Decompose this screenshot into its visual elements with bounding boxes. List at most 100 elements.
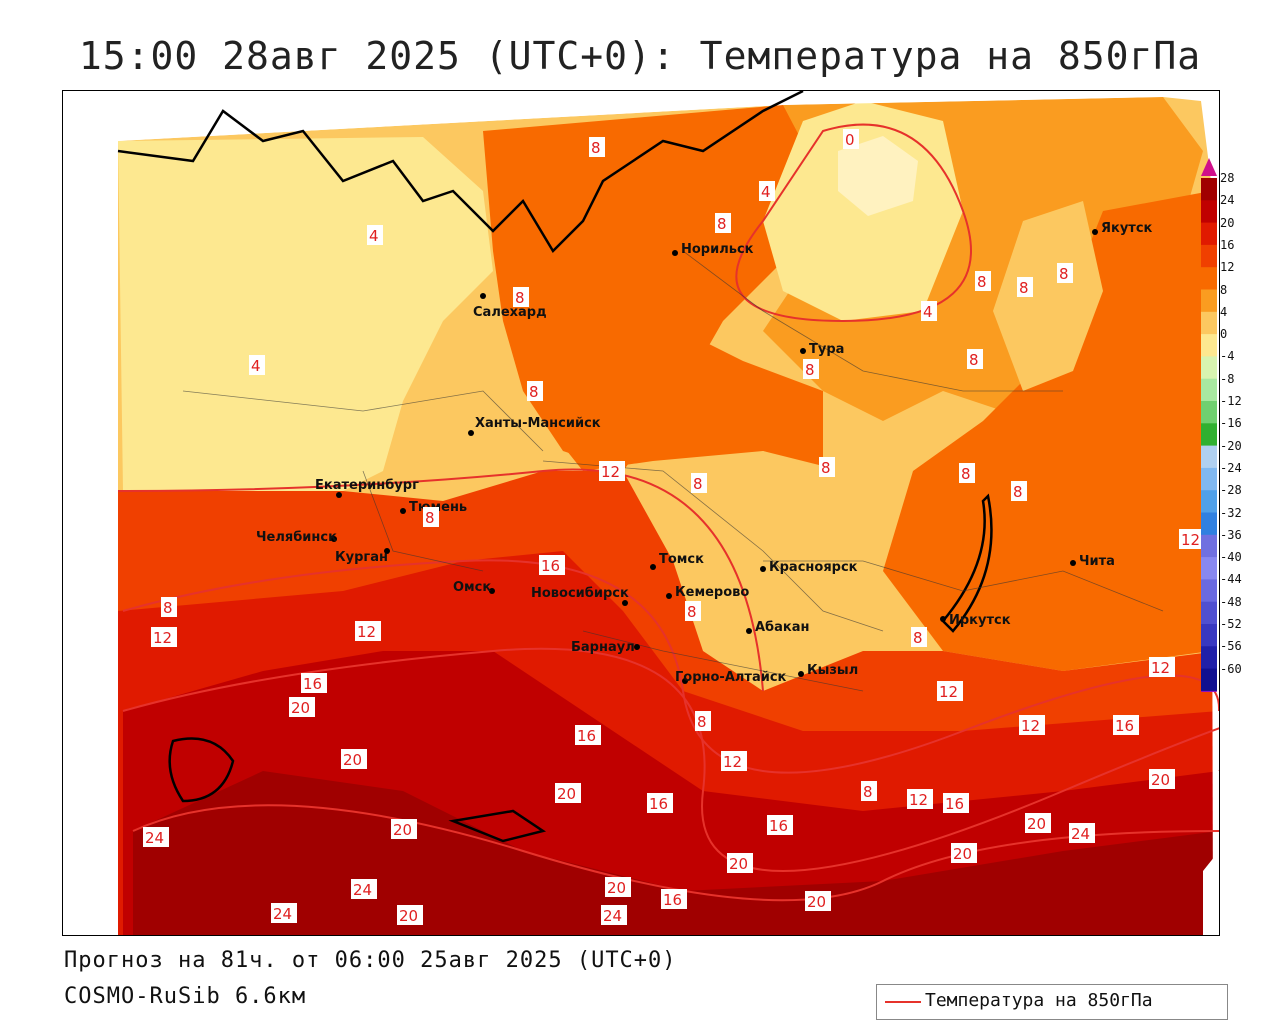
svg-text:8: 8 [163, 599, 173, 617]
svg-text:20: 20 [291, 699, 310, 717]
svg-text:Барнаул: Барнаул [571, 640, 635, 655]
svg-text:12: 12 [939, 683, 958, 701]
svg-text:4: 4 [369, 227, 379, 245]
colorbar-swatch [1201, 356, 1217, 380]
isotherm-label-20: 20 [1149, 769, 1175, 789]
map-title: 15:00 28авг 2025 (UTC+0): Температура на… [78, 34, 1202, 78]
svg-text:Екатеринбург: Екатеринбург [315, 478, 419, 493]
colorbar-swatch [1201, 445, 1217, 469]
colorbar-swatch [1201, 557, 1217, 580]
svg-text:8: 8 [1059, 265, 1069, 283]
isotherm-label-20: 20 [341, 749, 367, 769]
coastlines [117, 91, 993, 843]
svg-text:8: 8 [515, 289, 525, 307]
svg-text:8: 8 [591, 139, 601, 157]
colorbar-swatch [1201, 512, 1217, 536]
colorbar-swatch [1201, 467, 1217, 491]
colorbar-tick-label: 28 [1220, 171, 1235, 185]
isotherm-label-16: 16 [767, 815, 793, 835]
colorbar-top-arrow [1201, 158, 1217, 176]
isotherm-label-20: 20 [289, 697, 315, 717]
svg-text:20: 20 [607, 879, 626, 897]
svg-text:24: 24 [1071, 825, 1090, 843]
svg-text:Новосибирск: Новосибирск [531, 586, 629, 601]
colorbar-swatch [1201, 579, 1217, 603]
colorbar-tick-label: -4 [1220, 349, 1235, 364]
legend-label: Температура на 850гПа [925, 990, 1153, 1011]
colorbar-tick-label: -20 [1220, 438, 1242, 453]
svg-text:8: 8 [425, 509, 435, 527]
svg-text:4: 4 [251, 357, 261, 375]
svg-text:Якутск: Якутск [1101, 221, 1153, 236]
svg-text:20: 20 [557, 785, 576, 803]
city-barnaul: Барнаул [571, 640, 640, 655]
svg-text:8: 8 [977, 273, 987, 291]
svg-text:16: 16 [303, 675, 322, 693]
isotherm-label-8: 8 [161, 597, 177, 617]
svg-text:24: 24 [353, 881, 372, 899]
map-legend: Температура на 850гПа [876, 984, 1228, 1020]
isotherm-label-8: 8 [819, 457, 835, 477]
svg-text:12: 12 [1151, 659, 1170, 677]
svg-text:16: 16 [541, 557, 560, 575]
city-kemerovo: Кемерово [666, 585, 749, 600]
isotherm-label-8: 8 [911, 627, 927, 647]
svg-text:20: 20 [729, 855, 748, 873]
city-tomsk: Томск [650, 552, 704, 570]
isotherm-label-16: 16 [943, 793, 969, 813]
svg-text:Кемерово: Кемерово [675, 585, 749, 600]
isotherm-label-8: 8 [589, 137, 605, 157]
isotherm-value-labels: 0 4 4 4 4 8 8 8 8 8 8 8 8 8 8 8 8 8 8 8 … [143, 129, 1205, 925]
isotherm-label-12: 12 [1179, 529, 1205, 549]
zone-12-central [543, 321, 823, 471]
isotherm-label-4: 4 [921, 301, 937, 321]
isotherm-label-4: 4 [367, 225, 383, 245]
city-chelyabinsk: Челябинск [256, 530, 337, 545]
svg-text:12: 12 [1181, 531, 1200, 549]
svg-text:Норильск: Норильск [681, 242, 754, 257]
city-yakutsk: Якутск [1092, 221, 1153, 236]
zone-8-krasnoyarsk [653, 451, 883, 691]
isotherm-label-8: 8 [967, 349, 983, 369]
isotherm-label-12: 12 [355, 621, 381, 641]
map-canvas: Норильск Якутск Салехард Тура Ханты-Манс… [63, 91, 1219, 935]
city-kurgan: Курган [335, 548, 390, 565]
isotherm-label-12: 12 [1149, 657, 1175, 677]
svg-text:16: 16 [769, 817, 788, 835]
isotherm-label-8: 8 [1057, 263, 1073, 283]
colorbar-tick-label: 12 [1220, 260, 1235, 275]
colorbar-ramp [1201, 158, 1217, 692]
colorbar-tick-label: -60 [1220, 661, 1242, 676]
isotherm-label-24: 24 [271, 903, 297, 923]
colorbar-tick-label: -32 [1220, 505, 1242, 520]
svg-text:Иркутск: Иркутск [949, 613, 1011, 628]
isotherm-label-24: 24 [601, 905, 627, 925]
isotherm-label-8: 8 [1017, 277, 1033, 297]
isotherm-label-4: 4 [759, 181, 775, 201]
svg-text:16: 16 [1115, 717, 1134, 735]
isotherm-label-12: 12 [937, 681, 963, 701]
isotherm-label-16: 16 [539, 555, 565, 575]
svg-text:4: 4 [923, 303, 933, 321]
svg-text:12: 12 [601, 463, 620, 481]
isotherm-label-8: 8 [861, 781, 877, 801]
svg-text:16: 16 [945, 795, 964, 813]
svg-text:Салехард: Салехард [473, 305, 547, 320]
isotherm-label-8: 8 [715, 213, 731, 233]
svg-text:12: 12 [909, 791, 928, 809]
colorbar-tick-label: -12 [1220, 394, 1242, 408]
colorbar-tick-label: -16 [1220, 416, 1242, 431]
colorbar-swatch [1201, 200, 1217, 224]
outside-west [63, 91, 118, 935]
svg-text:Горно-Алтайск: Горно-Алтайск [675, 670, 787, 685]
isotherm-label-16: 16 [1113, 715, 1139, 735]
svg-text:Челябинск: Челябинск [256, 530, 337, 545]
colorbar-swatch [1201, 334, 1217, 357]
colorbar-tick-label: -44 [1220, 572, 1242, 587]
colorbar-swatch [1201, 222, 1217, 246]
colorbar-swatch [1201, 311, 1217, 335]
svg-text:8: 8 [1019, 279, 1029, 297]
city-kyzyl: Кызыл [798, 663, 858, 678]
colorbar-tick-label: 4 [1220, 304, 1228, 319]
colorbar-swatch [1201, 178, 1217, 201]
